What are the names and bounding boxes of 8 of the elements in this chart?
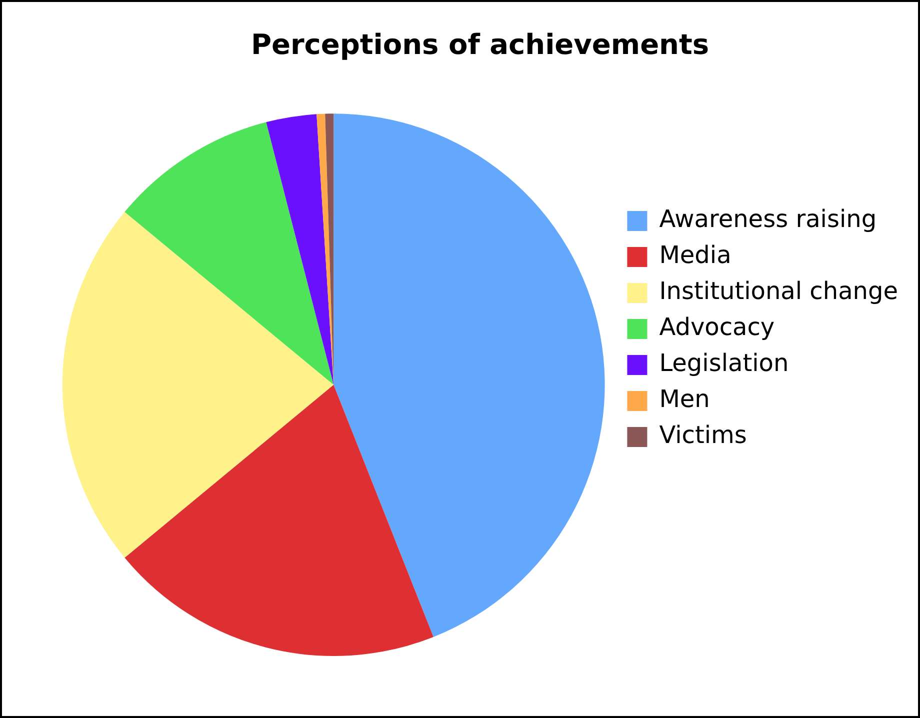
legend-label: Victims: [659, 421, 747, 450]
legend-label: Legislation: [659, 349, 789, 378]
legend-label: Men: [659, 385, 710, 414]
legend-label: Institutional change: [659, 277, 898, 306]
chart-title: Perceptions of achievements: [250, 28, 710, 62]
legend-label: Awareness raising: [659, 205, 877, 234]
legend-label: Advocacy: [659, 313, 775, 342]
legend-label: Media: [659, 241, 732, 270]
